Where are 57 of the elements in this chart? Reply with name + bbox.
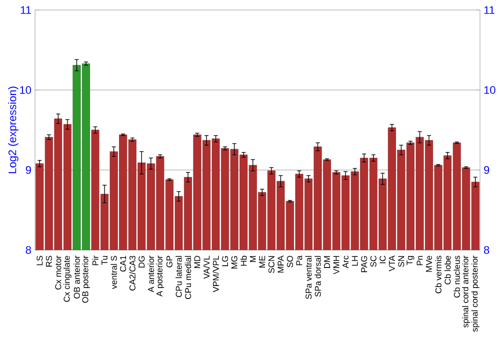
x-tick-label: LG: [222, 256, 228, 266]
x-tick-label: Pa: [296, 255, 302, 266]
y-tick-label: 10: [20, 86, 32, 94]
x-tick-label: ME: [259, 256, 266, 268]
x-tick-label: Pir: [92, 256, 98, 266]
x-tick-label: OB anterior: [74, 256, 80, 299]
x-tick-label: M: [250, 256, 256, 262]
x-tick-label: Pn: [416, 256, 423, 266]
x-tick-label: Cb lobe: [444, 256, 451, 284]
x-tick-label: CPu lateral: [176, 256, 182, 298]
y-axis-title: Log2 (expression): [8, 86, 18, 174]
x-tick-label: SPa dorsal: [314, 256, 321, 297]
x-tick-label: Cb vermis: [435, 256, 442, 294]
x-tick-label: DG: [138, 256, 145, 268]
x-tick-label: A anterior: [148, 256, 154, 292]
y-tick-label: 11: [20, 6, 31, 14]
x-tick-label: Tg: [406, 256, 414, 266]
y2-tick-label: 11: [484, 6, 494, 14]
x-tick-label: DM: [324, 256, 330, 268]
x-tick-label: Cb nucleus: [454, 256, 460, 298]
x-tick-label: LH: [352, 256, 358, 266]
x-tick-label: RS: [46, 256, 52, 267]
y-tick-label: 9: [26, 166, 31, 174]
x-tick-label: CA1: [120, 256, 126, 272]
x-tick-label: Cx cingulate: [63, 256, 72, 302]
y2-tick-label: 10: [484, 86, 496, 94]
x-tick-label: Hb: [240, 256, 247, 266]
x-tick-label: VTA: [389, 255, 395, 272]
y2-tick-label: 9: [484, 166, 490, 174]
x-tick-label: spinal cord posterior: [471, 256, 480, 332]
x-tick-label: A posterior: [156, 256, 164, 297]
x-tick-label: MD: [194, 256, 200, 268]
x-tick-label: CPu medial: [184, 256, 192, 299]
x-tick-label: PAG: [361, 256, 368, 272]
x-tick-label: ventral S: [110, 256, 117, 289]
x-tick-label: MPA: [278, 255, 284, 273]
x-tick-label: SO: [286, 256, 293, 268]
x-tick-label: SPa ventral: [305, 256, 312, 299]
x-tick-label: VA/VL: [203, 256, 210, 279]
x-tick-label: MVe: [426, 256, 432, 272]
x-tick-label: spinal cord anterior: [462, 256, 470, 328]
x-tick-label: VMH: [333, 256, 340, 274]
x-tick-label: SCN: [268, 256, 274, 274]
x-tick-label: MG: [231, 256, 238, 268]
x-tick-label: IC: [380, 256, 386, 264]
x-tick-label: GP: [166, 256, 172, 268]
x-tick-label: SN: [398, 256, 404, 267]
y2-tick-label: 8: [484, 246, 490, 254]
y-tick-label: 8: [26, 246, 31, 254]
x-tick-label: Cx motor: [55, 256, 62, 290]
x-tick-label: LS: [36, 256, 43, 266]
x-tick-label: OB posterior: [82, 256, 90, 303]
x-tick-label: SC: [370, 256, 376, 267]
x-tick-label: VPM/VPL: [212, 256, 219, 292]
x-tick-label: CA2/CA3: [129, 256, 136, 290]
x-tick-label: Tu: [102, 256, 108, 265]
x-tick-label: Arc: [342, 256, 349, 268]
